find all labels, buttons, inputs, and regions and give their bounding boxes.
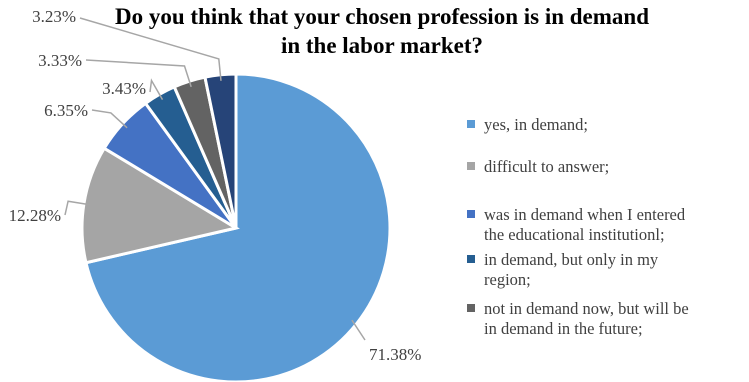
legend-label: difficult to answer; [484, 157, 609, 176]
data-label: 3.33% [38, 51, 82, 70]
legend-label: the educational institutionl; [484, 225, 665, 244]
legend-swatch [467, 255, 475, 263]
data-label: 3.43% [102, 79, 146, 98]
legend-label: was in demand when I entered [484, 205, 686, 224]
leader-line [149, 78, 164, 100]
legend-label: yes, in demand; [484, 115, 588, 134]
data-label: 71.38% [369, 345, 421, 364]
leader-line [351, 319, 366, 341]
legend-swatch [467, 162, 475, 170]
legend: yes, in demand; difficult to answer; was i… [467, 115, 689, 338]
legend-label: region; [484, 270, 531, 289]
leader-line [64, 200, 91, 216]
chart-title-line-2: in the labor market? [281, 33, 483, 58]
legend-label: in demand in the future; [484, 319, 643, 338]
data-label: 3.23% [32, 7, 76, 26]
chart-title-line-1: Do you think that your chosen profession… [115, 4, 649, 29]
leader-line [85, 59, 192, 88]
leader-line [79, 17, 222, 81]
leader-line [91, 109, 128, 129]
legend-label: in demand, but only in my [484, 250, 659, 269]
legend-swatch [467, 210, 475, 218]
data-label: 12.28% [9, 206, 61, 225]
legend-swatch [467, 304, 475, 312]
legend-swatch [467, 120, 475, 128]
data-label: 6.35% [44, 101, 88, 120]
data-labels: 71.38% 12.28% 6.35% 3.43% 3.33% 3.23% [9, 7, 422, 364]
leader-lines [64, 17, 366, 341]
pie-slices [80, 72, 392, 382]
legend-label: not in demand now, but will be [484, 299, 689, 318]
